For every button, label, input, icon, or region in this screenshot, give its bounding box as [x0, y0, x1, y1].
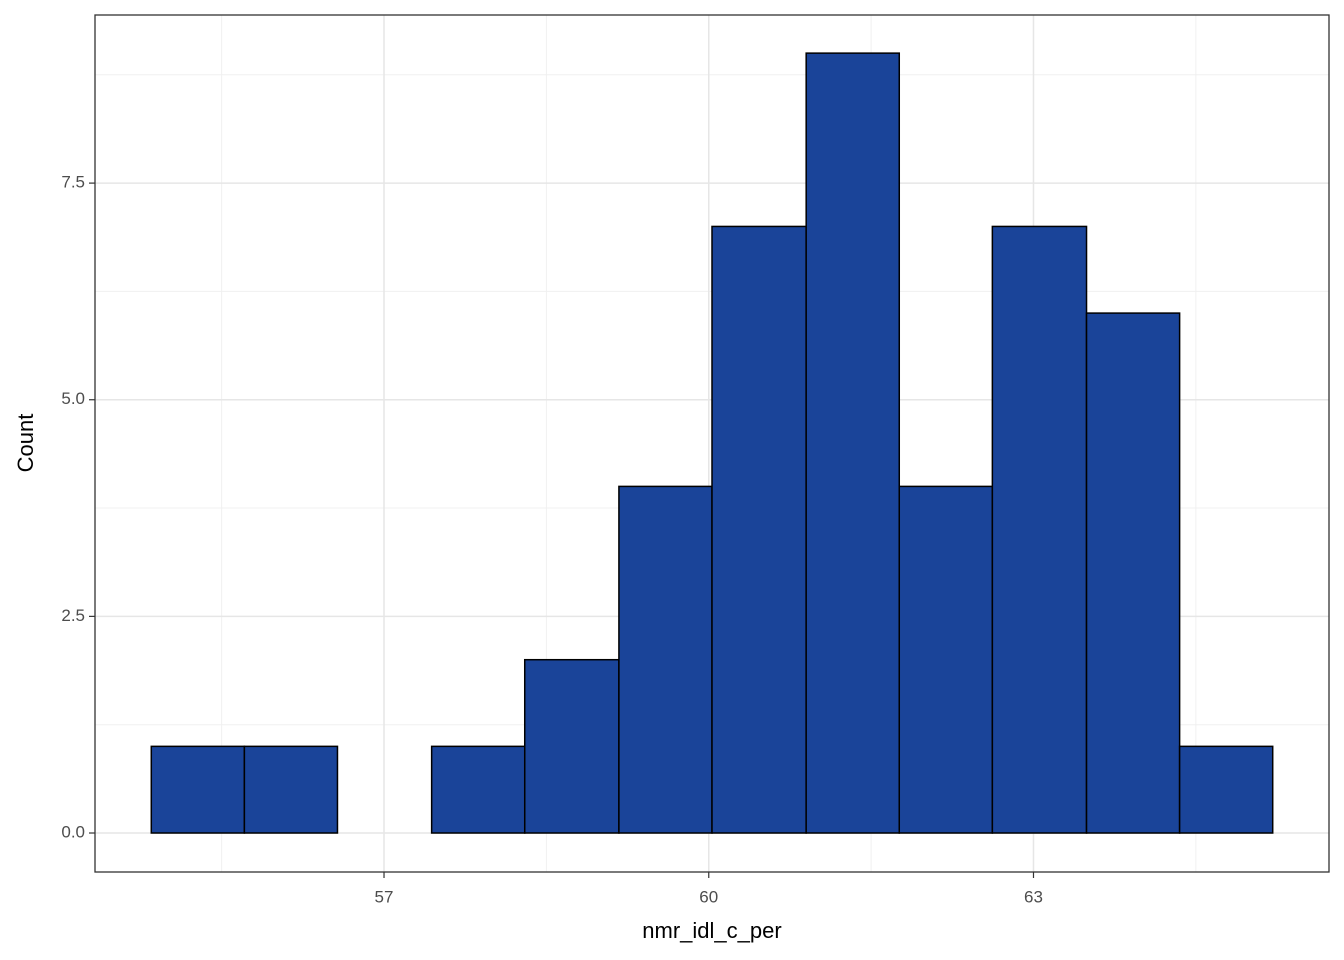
x-tick-label: 57 — [375, 887, 394, 906]
bar — [991, 225, 1088, 834]
bar — [523, 658, 620, 834]
bar — [711, 225, 807, 834]
y-tick-label: 0.0 — [61, 822, 85, 841]
bar — [430, 745, 526, 834]
x-tick-label: 60 — [699, 887, 718, 906]
bar — [618, 485, 713, 834]
bar — [1085, 312, 1181, 834]
x-tick-label: 63 — [1024, 887, 1043, 906]
y-tick-label: 7.5 — [61, 173, 85, 192]
bar — [805, 52, 901, 834]
bar — [898, 485, 994, 834]
bar — [1178, 745, 1274, 834]
y-tick-label: 2.5 — [61, 606, 85, 625]
bar — [150, 745, 246, 834]
x-axis-title: nmr_idl_c_per — [642, 918, 781, 943]
plot-border — [94, 14, 1330, 873]
y-tick-label: 5.0 — [61, 389, 85, 408]
y-axis-title: Count — [13, 414, 38, 473]
bar — [243, 745, 339, 834]
